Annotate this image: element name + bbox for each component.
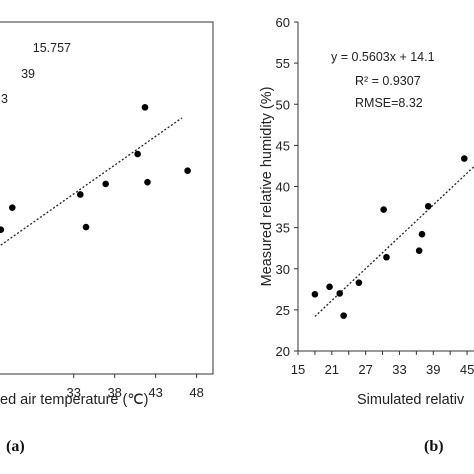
x-axis-label-a: ed air temperature (℃) [0, 392, 148, 408]
data-point-a [141, 104, 149, 111]
trend-line-a [0, 117, 183, 247]
x-tick-label-a: 43 [148, 385, 162, 400]
data-point-b [340, 312, 347, 319]
data-point-a [76, 191, 84, 198]
regression-annotation-b: R² = 0.9307 [355, 74, 421, 88]
y-tick-label-b: 25 [276, 303, 290, 318]
panel-b: 20 25 30 35 40 45 50 55 60 15 21 27 33 39 45 Simulated … [259, 15, 474, 408]
x-tick-label-b: 39 [426, 362, 440, 377]
data-point-b [336, 290, 344, 297]
y-tick-label-b: 40 [276, 180, 290, 195]
data-point-a [8, 204, 16, 211]
x-tick-label-b: 21 [325, 362, 339, 377]
x-tick-label-b: 33 [392, 362, 406, 377]
data-point-a [144, 178, 151, 186]
regression-annotation-a: 39 [21, 67, 35, 81]
data-point-b [460, 155, 468, 162]
data-point-b [415, 247, 423, 254]
y-tick-label-b: 30 [276, 262, 290, 277]
data-point-a [0, 226, 5, 233]
data-point-b [326, 283, 333, 291]
x-tick-label-b: 27 [358, 362, 372, 377]
data-point-a [134, 150, 141, 158]
data-point-b [355, 279, 363, 287]
y-tick-label-b: 55 [276, 56, 290, 71]
panel-a: 33 38 43 48 ed air temperature (℃) 15.757 39 3 [0, 21, 214, 408]
regression-annotation-b: RMSE=8.32 [355, 96, 423, 110]
regression-annotation-a: 3 [1, 92, 8, 106]
y-axis-label-b: Measured relative humidity (%) [259, 87, 275, 287]
data-point-b [380, 206, 387, 213]
data-point-b [311, 290, 319, 298]
panel-b-label: (b) [424, 438, 444, 455]
x-tick-label-b: 45 [460, 362, 474, 377]
x-tick-label-a: 38 [107, 385, 121, 400]
panel-a-label: (a) [6, 438, 25, 455]
data-point-b [383, 253, 390, 261]
data-point-a [184, 167, 191, 175]
y-tick-label-b: 20 [276, 344, 290, 359]
data-point-a [102, 180, 109, 188]
y-tick-label-b: 35 [276, 221, 290, 236]
regression-annotation-a: 15.757 [33, 41, 71, 55]
data-point-b [418, 230, 426, 238]
y-tick-label-b: 50 [276, 97, 290, 112]
data-point-b [424, 202, 432, 210]
plot-frame-a [0, 21, 214, 375]
y-tick-label-b: 60 [276, 15, 290, 30]
x-axis-label-b: Simulated relativ [357, 392, 465, 408]
data-point-a [82, 223, 90, 231]
x-tick-label-b: 15 [291, 362, 305, 377]
x-tick-label-a: 33 [66, 385, 80, 400]
x-tick-label-a: 48 [189, 385, 203, 400]
regression-annotation-b: y = 0.5603x + 14.1 [331, 50, 435, 64]
y-tick-label-b: 45 [276, 138, 290, 153]
